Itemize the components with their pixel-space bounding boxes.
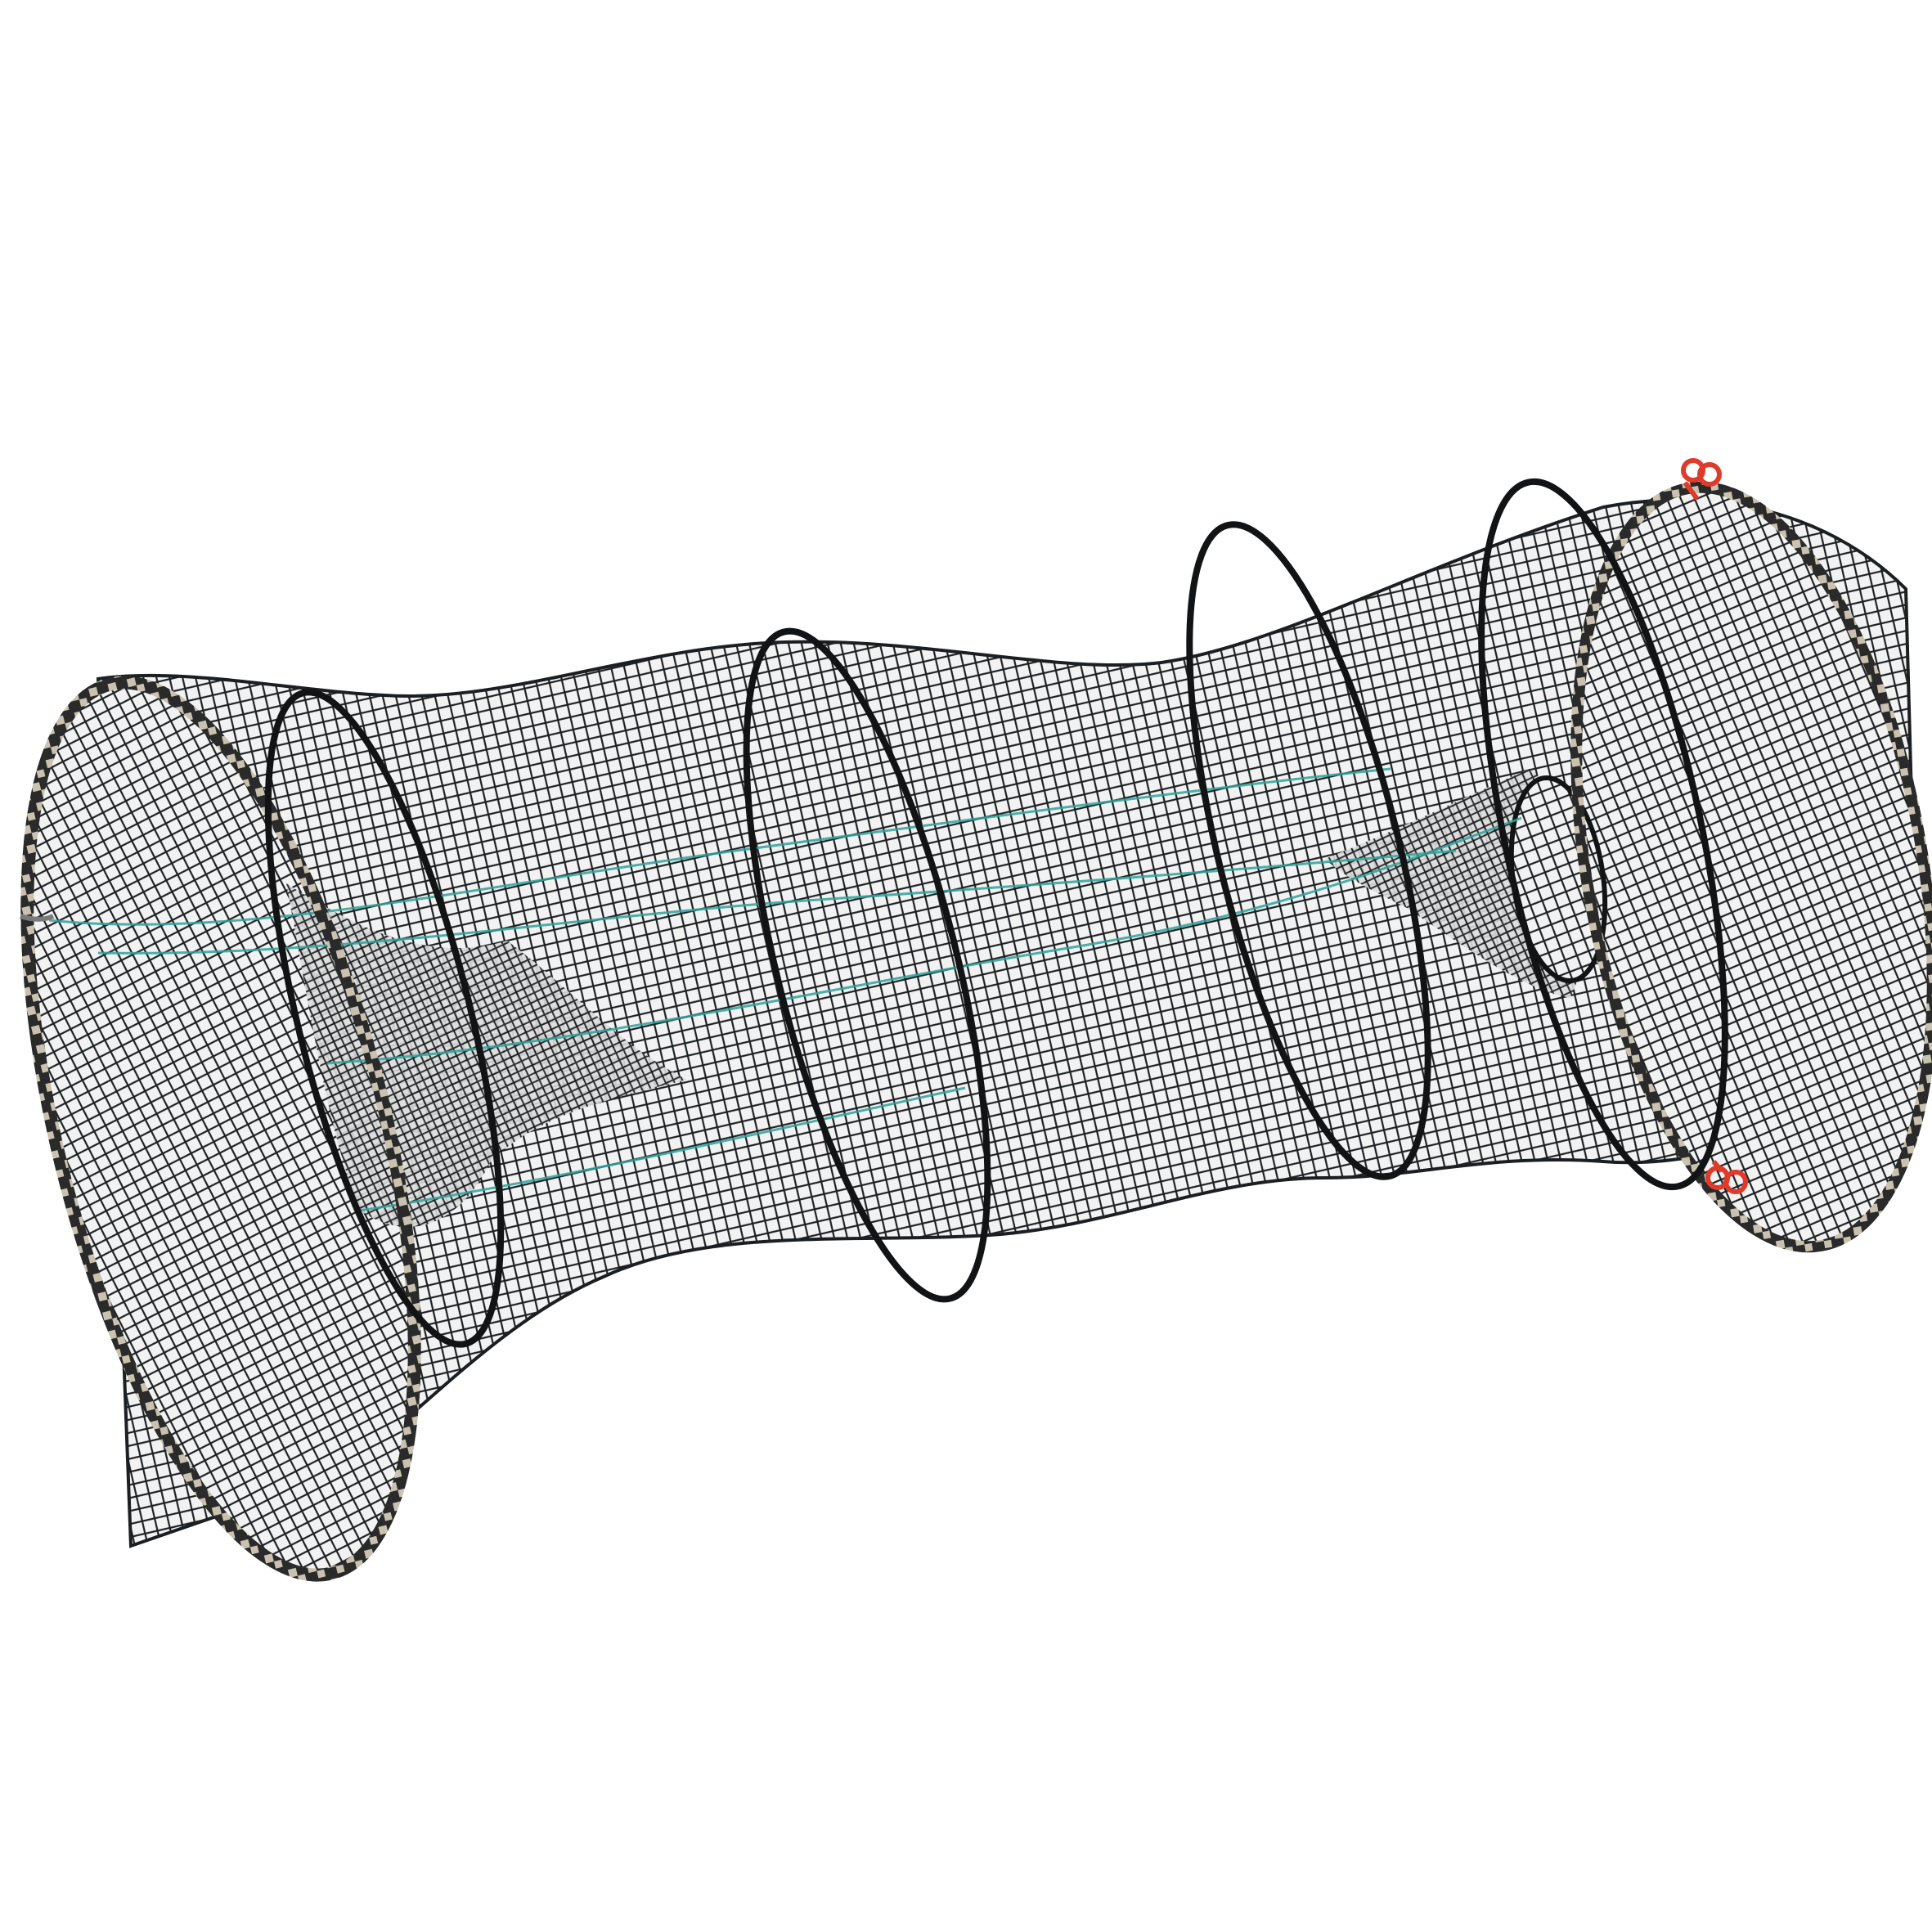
hoop-4 — [1478, 478, 1728, 1191]
left-rope-rim — [20, 676, 421, 1582]
left-tie-string — [20, 914, 55, 922]
red-clips-bottom — [1705, 1160, 1748, 1194]
net-body — [96, 498, 1921, 1548]
wire-hoops — [264, 478, 1728, 1348]
hoop-2 — [743, 627, 991, 1303]
red-clips-top — [1681, 458, 1722, 501]
hoop-3 — [1186, 521, 1431, 1180]
hoop-1 — [264, 689, 505, 1348]
